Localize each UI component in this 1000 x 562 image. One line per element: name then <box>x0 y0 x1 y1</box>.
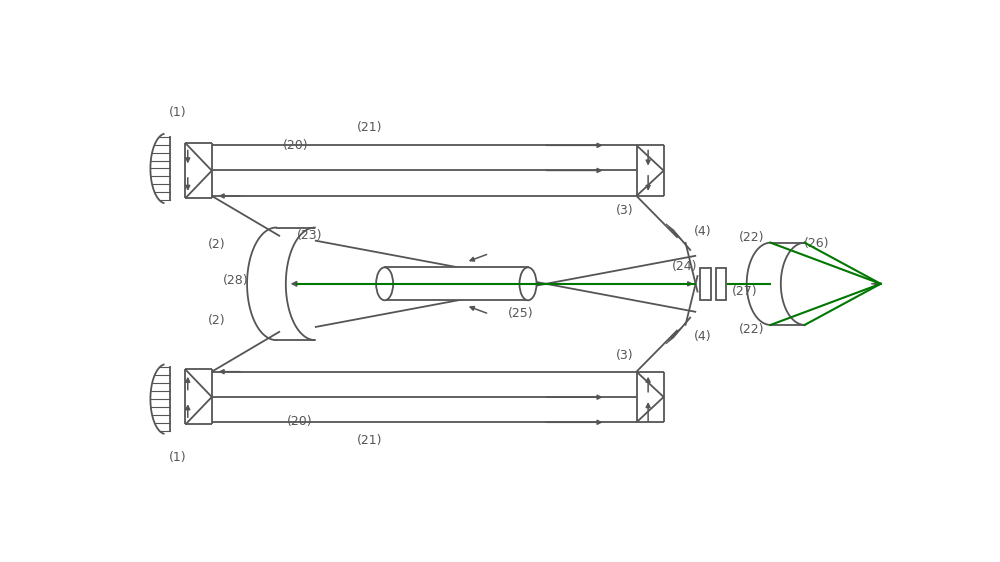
Text: (23): (23) <box>297 229 322 242</box>
Text: (20): (20) <box>287 415 312 428</box>
Text: (22): (22) <box>738 230 764 243</box>
Text: (27): (27) <box>732 285 758 298</box>
Text: (26): (26) <box>804 238 830 251</box>
Text: (4): (4) <box>694 330 711 343</box>
Text: (4): (4) <box>694 224 711 238</box>
Text: (1): (1) <box>169 106 187 119</box>
Text: (24): (24) <box>672 260 697 273</box>
Bar <box>716 268 726 300</box>
Bar <box>385 268 528 300</box>
Text: (20): (20) <box>283 139 308 152</box>
Text: (25): (25) <box>507 307 533 320</box>
Text: (28): (28) <box>223 274 249 287</box>
Text: (1): (1) <box>169 451 187 464</box>
Ellipse shape <box>519 268 537 300</box>
Text: (22): (22) <box>738 323 764 336</box>
Text: (3): (3) <box>616 204 634 217</box>
Text: (21): (21) <box>356 121 382 134</box>
Text: (21): (21) <box>356 434 382 447</box>
Bar <box>700 268 711 300</box>
Ellipse shape <box>376 268 393 300</box>
Text: (2): (2) <box>208 238 225 251</box>
Text: (2): (2) <box>208 314 225 327</box>
Text: (3): (3) <box>616 348 634 362</box>
